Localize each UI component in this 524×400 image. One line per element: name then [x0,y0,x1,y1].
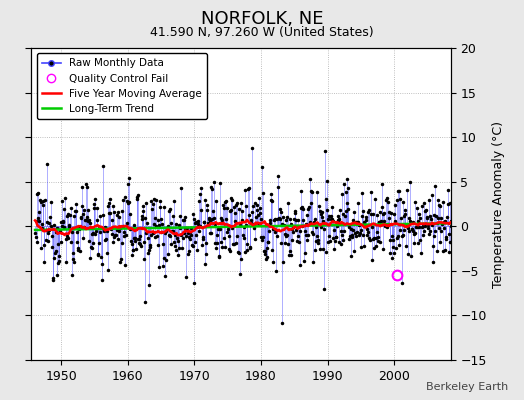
Text: Berkeley Earth: Berkeley Earth [426,382,508,392]
Text: NORFOLK, NE: NORFOLK, NE [201,10,323,28]
Y-axis label: Temperature Anomaly (°C): Temperature Anomaly (°C) [492,120,505,288]
Legend: Raw Monthly Data, Quality Control Fail, Five Year Moving Average, Long-Term Tren: Raw Monthly Data, Quality Control Fail, … [37,53,207,119]
Text: 41.590 N, 97.260 W (United States): 41.590 N, 97.260 W (United States) [150,26,374,39]
